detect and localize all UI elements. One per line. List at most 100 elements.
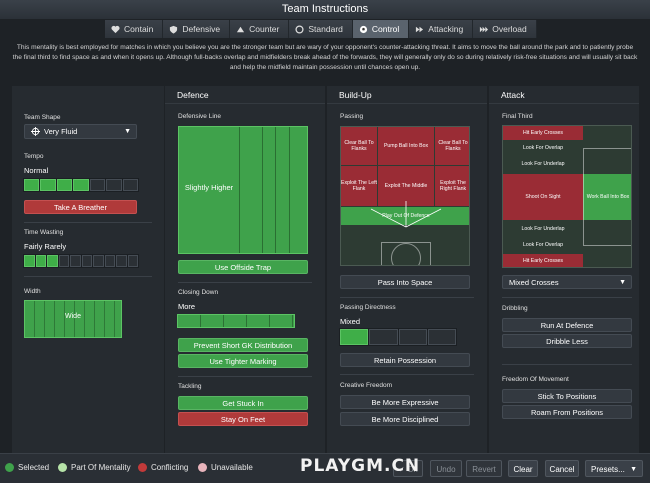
get-stuck-in-button[interactable]: Get Stuck In bbox=[178, 396, 308, 410]
more-disciplined-button[interactable]: Be More Disciplined bbox=[340, 412, 470, 426]
divider bbox=[178, 376, 312, 377]
revert-button[interactable]: Revert bbox=[466, 460, 502, 477]
team-shape-value: Very Fluid bbox=[44, 126, 78, 136]
exploit-middle-zone[interactable]: Exploit The Middle bbox=[378, 166, 434, 206]
mentality-tabs: Contain Defensive Counter Standard Contr… bbox=[105, 20, 537, 38]
tab-counter[interactable]: Counter bbox=[230, 20, 290, 38]
width-value: Wide bbox=[65, 313, 81, 320]
legend-label: Part Of Mentality bbox=[71, 463, 131, 472]
clear-button[interactable]: Clear bbox=[508, 460, 538, 477]
closing-stripes bbox=[178, 315, 294, 327]
defensive-line-selector[interactable]: Slightly Higher bbox=[178, 126, 308, 254]
legend-selected: Selected bbox=[5, 463, 49, 472]
look-for-underlap-top-zone[interactable]: Look For Underlap bbox=[521, 160, 565, 167]
take-a-breather-button[interactable]: Take A Breather bbox=[24, 200, 137, 214]
hit-early-crosses-top-zone[interactable]: Hit Early Crosses bbox=[503, 126, 583, 140]
retain-possession-button[interactable]: Retain Possession bbox=[340, 353, 470, 367]
slider-segment bbox=[93, 255, 104, 267]
slider-segment bbox=[47, 255, 58, 267]
tab-control[interactable]: Control bbox=[352, 20, 410, 38]
slider-segment bbox=[427, 329, 456, 345]
shield-icon bbox=[170, 25, 178, 34]
defensive-line-value: Slightly Higher bbox=[184, 183, 234, 192]
team-shape-dropdown[interactable]: Very Fluid ▼ bbox=[24, 124, 137, 139]
tempo-label: Tempo bbox=[24, 153, 44, 160]
footer-bar: Selected Part Of Mentality Conflicting U… bbox=[0, 453, 650, 483]
pass-into-space-button[interactable]: Pass Into Space bbox=[340, 275, 470, 289]
dribble-less-button[interactable]: Dribble Less bbox=[502, 334, 632, 348]
tab-label: Standard bbox=[308, 24, 343, 34]
look-for-overlap-top-zone[interactable]: Look For Overlap bbox=[522, 144, 564, 151]
exploit-right-flank-zone[interactable]: Exploit The Right Flank bbox=[435, 166, 469, 206]
width-label: Width bbox=[24, 288, 41, 295]
presets-dropdown[interactable]: Presets... ▼ bbox=[585, 460, 643, 477]
slider-segment bbox=[24, 255, 35, 267]
more-expressive-button[interactable]: Be More Expressive bbox=[340, 395, 470, 409]
crosshair-icon bbox=[31, 127, 40, 136]
defence-header: Defence bbox=[165, 86, 325, 104]
ok-button[interactable]: ✓ Ok bbox=[393, 460, 423, 477]
buildup-header: Build-Up bbox=[327, 86, 487, 104]
shoot-on-sight-zone[interactable]: Shoot On Sight bbox=[503, 174, 583, 220]
divider bbox=[502, 364, 632, 365]
tab-attacking[interactable]: Attacking bbox=[409, 20, 474, 38]
roam-from-positions-button[interactable]: Roam From Positions bbox=[502, 405, 632, 419]
time-wasting-slider[interactable] bbox=[23, 254, 139, 268]
time-wasting-value: Fairly Rarely bbox=[24, 242, 67, 251]
tempo-value: Normal bbox=[24, 166, 49, 175]
legend-conflicting: Conflicting bbox=[138, 463, 188, 472]
tempo-slider[interactable] bbox=[23, 178, 139, 192]
line-marker bbox=[262, 127, 263, 253]
tab-contain[interactable]: Contain bbox=[105, 20, 164, 38]
undo-button[interactable]: Undo bbox=[430, 460, 462, 477]
final-third-pitch: Hit Early Crosses Look For Overlap Look … bbox=[502, 125, 632, 268]
pump-ball-into-box-zone[interactable]: Pump Ball Into Box bbox=[378, 127, 434, 165]
look-for-overlap-bottom-zone[interactable]: Look For Overlap bbox=[522, 241, 564, 248]
slider-segment bbox=[24, 179, 40, 191]
cancel-button[interactable]: Cancel bbox=[545, 460, 579, 477]
slider-segment bbox=[122, 179, 138, 191]
selected-dot-icon bbox=[5, 463, 14, 472]
defensive-line-label: Defensive Line bbox=[178, 113, 221, 120]
run-at-defence-button[interactable]: Run At Defence bbox=[502, 318, 632, 332]
stay-on-feet-button[interactable]: Stay On Feet bbox=[178, 412, 308, 426]
conflicting-dot-icon bbox=[138, 463, 147, 472]
slider-segment bbox=[116, 255, 127, 267]
passing-directness-slider[interactable] bbox=[339, 328, 457, 346]
passing-pitch: Clear Ball To Flanks Pump Ball Into Box … bbox=[340, 126, 470, 266]
penalty-box-bottom bbox=[381, 242, 431, 265]
width-stripes bbox=[25, 301, 121, 337]
hit-early-crosses-bottom-zone[interactable]: Hit Early Crosses bbox=[503, 254, 583, 267]
ok-label: Ok bbox=[407, 465, 418, 474]
slider-segment bbox=[89, 179, 106, 191]
final-third-label: Final Third bbox=[502, 113, 533, 120]
work-ball-into-box-zone[interactable]: Work Ball Into Box bbox=[583, 174, 631, 220]
time-wasting-label: Time Wasting bbox=[24, 229, 64, 236]
slider-segment bbox=[369, 329, 398, 345]
exploit-left-flank-zone[interactable]: Exploit The Left Flank bbox=[341, 166, 377, 206]
clear-ball-right-zone[interactable]: Clear Ball To Flanks bbox=[435, 127, 469, 165]
legend-label: Selected bbox=[18, 463, 50, 472]
crosses-dropdown[interactable]: Mixed Crosses ▼ bbox=[502, 275, 632, 289]
line-marker bbox=[289, 127, 290, 253]
tab-label: Control bbox=[371, 24, 400, 34]
divider bbox=[178, 282, 312, 283]
tighter-marking-button[interactable]: Use Tighter Marking bbox=[178, 354, 308, 368]
standard-icon bbox=[295, 24, 304, 34]
freedom-of-movement-label: Freedom Of Movement bbox=[502, 376, 569, 383]
prevent-short-gk-button[interactable]: Prevent Short GK Distribution bbox=[178, 338, 308, 352]
defence-panel: Defence Defensive Line Slightly Higher U… bbox=[165, 86, 325, 453]
offside-trap-button[interactable]: Use Offside Trap bbox=[178, 260, 308, 274]
stick-to-positions-button[interactable]: Stick To Positions bbox=[502, 389, 632, 403]
clear-ball-left-zone[interactable]: Clear Ball To Flanks bbox=[341, 127, 377, 165]
tab-overload[interactable]: Overload bbox=[473, 20, 537, 38]
overload-icon bbox=[480, 26, 489, 32]
dribbling-label: Dribbling bbox=[502, 305, 528, 312]
tab-defensive[interactable]: Defensive bbox=[163, 20, 231, 38]
contain-icon bbox=[111, 25, 120, 33]
closing-down-slider[interactable] bbox=[177, 314, 295, 328]
tab-standard[interactable]: Standard bbox=[289, 20, 353, 38]
width-pitch-selector[interactable]: Wide bbox=[24, 300, 122, 338]
look-for-underlap-bottom-zone[interactable]: Look For Underlap bbox=[521, 225, 565, 232]
passing-directness-label: Passing Directness bbox=[340, 304, 396, 311]
